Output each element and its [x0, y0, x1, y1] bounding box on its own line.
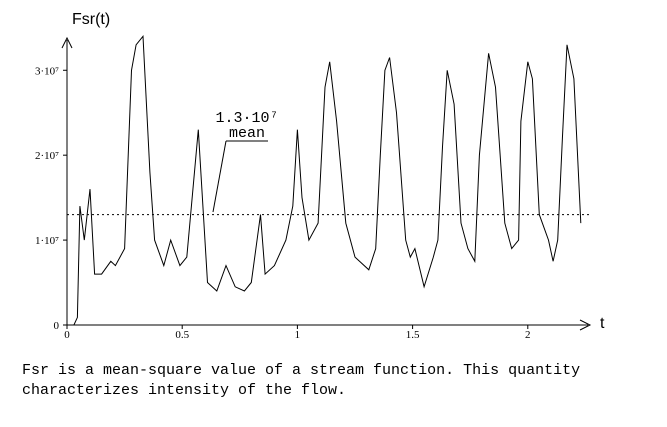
- x-tick-label: 0: [64, 329, 70, 341]
- x-arrow: [579, 319, 592, 331]
- x-tick-label: 0.5: [175, 329, 189, 341]
- y-tick-label: 3·10⁷: [35, 65, 59, 77]
- x-tick-label: 1: [295, 329, 301, 341]
- x-tick-label: 1.5: [406, 329, 420, 341]
- caption-line: Fsr is a mean-square value of a stream f…: [22, 362, 580, 379]
- annotation-leader: [212, 140, 227, 213]
- y-arrow: [61, 36, 73, 49]
- y-tick-label: 0: [54, 320, 60, 332]
- y-axis-label: Fsr(t): [72, 11, 110, 28]
- y-tick-label: 2·10⁷: [35, 150, 59, 162]
- x-axis-label: t: [600, 315, 605, 332]
- x-tick-label: 2: [525, 329, 531, 341]
- mean-text: mean: [229, 125, 265, 142]
- caption-line: characterizes intensity of the flow.: [22, 382, 346, 399]
- y-tick-label: 1·10⁷: [35, 235, 59, 247]
- mean-label: 1.3·10⁷: [215, 110, 278, 127]
- data-line: [67, 34, 582, 326]
